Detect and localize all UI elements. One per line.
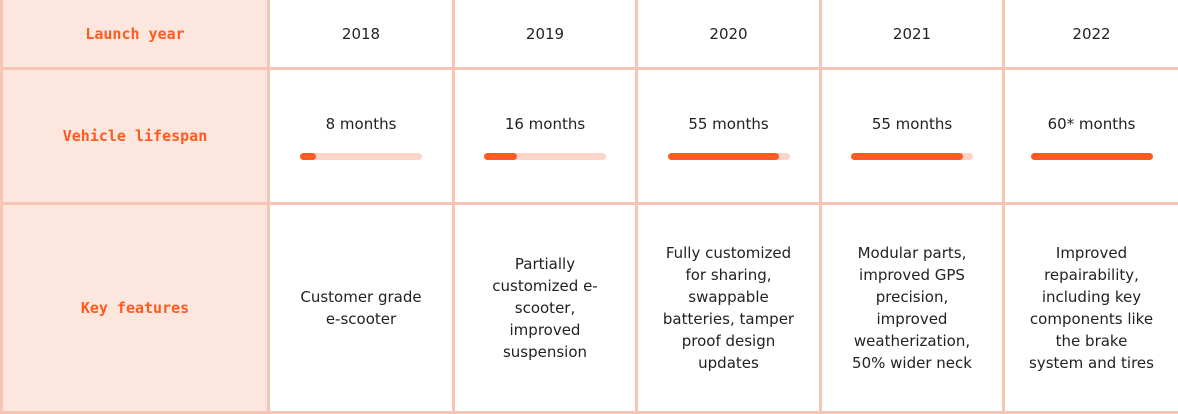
row-label: Key features: [0, 205, 270, 414]
lifespan-bar: [484, 152, 517, 160]
lifespan-cell: 60* months: [1005, 70, 1178, 205]
lifespan-track: [484, 152, 606, 160]
lifespan-track: [851, 152, 973, 160]
feature-cell: Fully customized for sharing, swappable …: [638, 205, 822, 414]
lifespan-cell: 16 months: [455, 70, 638, 205]
lifespan-cell: 55 months: [822, 70, 1005, 205]
year-cell: 2019: [455, 0, 638, 70]
lifespan-bar: [667, 152, 780, 160]
year-cell: 2022: [1005, 0, 1178, 70]
row-label: Vehicle lifespan: [0, 70, 270, 205]
year-cell: 2018: [270, 0, 455, 70]
lifespan-cell: 55 months: [638, 70, 822, 205]
lifespan-bar: [1030, 152, 1153, 160]
year-cell: 2020: [638, 0, 822, 70]
feature-cell: Improved repairability, including key co…: [1005, 205, 1178, 414]
lifespan-label: 55 months: [871, 114, 953, 133]
lifespan-bar: [851, 152, 963, 160]
feature-cell: Partially customized e-scooter, improved…: [455, 205, 638, 414]
lifespan-label: 60* months: [1047, 114, 1136, 133]
lifespan-label: 16 months: [504, 114, 586, 133]
lifespan-bar: [300, 152, 317, 160]
row-label: Launch year: [0, 0, 270, 70]
lifespan-track: [1030, 152, 1153, 160]
lifespan-track: [667, 152, 790, 160]
feature-cell: Modular parts, improved GPS precision, i…: [822, 205, 1005, 414]
lifespan-label: 55 months: [688, 114, 769, 133]
lifespan-label: 8 months: [325, 114, 397, 133]
feature-cell: Customer grade e-scooter: [270, 205, 455, 414]
lifespan-cell: 8 months: [270, 70, 455, 205]
lifespan-track: [300, 152, 422, 160]
year-cell: 2021: [822, 0, 1005, 70]
